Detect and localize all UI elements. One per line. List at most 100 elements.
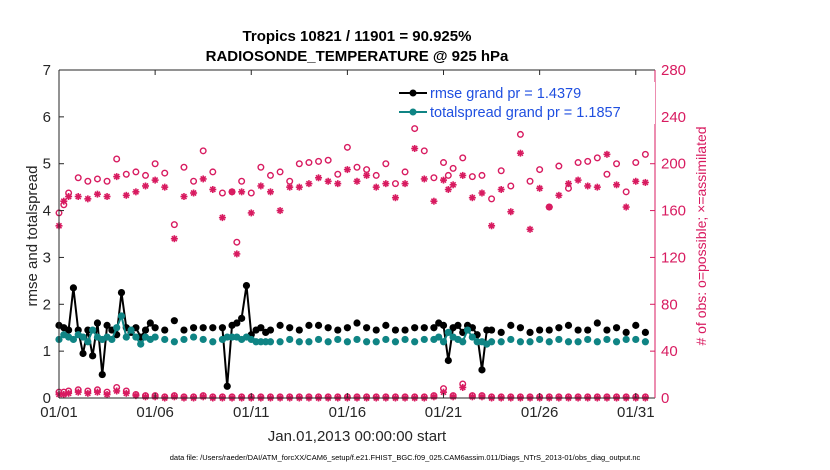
rmse-point <box>632 321 640 329</box>
x-tick-label: 01/11 <box>233 404 269 421</box>
rmse-point <box>276 321 284 329</box>
asterisk-stroke <box>546 203 553 211</box>
obs-possible-point <box>247 189 255 197</box>
obs-assimilated-point <box>632 177 640 185</box>
asterisk-stroke <box>200 175 207 183</box>
rmse-point <box>382 321 390 329</box>
rmse-point <box>612 324 621 332</box>
obs-possible-point <box>161 169 169 177</box>
rmse-point <box>487 326 496 334</box>
asterisk-stroke <box>584 182 591 190</box>
totalspread-point <box>117 312 126 320</box>
obs-possible-point <box>555 162 563 170</box>
y-axis-right-label: # of obs: o=possible; ×=assimilated <box>693 126 709 345</box>
asterisk-stroke <box>459 172 466 179</box>
x-tick-label: 01/01 <box>40 404 78 421</box>
x-tick-label: 01/21 <box>425 404 463 421</box>
obs-assimilated-point <box>315 174 323 182</box>
obs-assimilated-point <box>444 185 452 193</box>
obs-possible-point <box>324 156 332 164</box>
rmse-point <box>65 326 73 334</box>
obs-possible-point <box>444 171 452 179</box>
rmse-point <box>507 321 515 329</box>
obs-assimilated-point <box>478 189 486 197</box>
rmse-point <box>266 326 275 334</box>
rmse-point <box>411 324 419 332</box>
obs-assimilated-point <box>65 389 73 397</box>
obs-possible-point <box>151 160 159 168</box>
asterisk-stroke <box>450 181 457 188</box>
asterisk-stroke <box>603 151 611 158</box>
rmse-point <box>641 328 649 336</box>
asterisk-stroke <box>430 198 437 205</box>
asterisk-stroke <box>363 172 370 179</box>
asterisk-stroke <box>75 389 82 396</box>
obs-possible-point <box>276 168 284 176</box>
rmse-point <box>161 326 169 334</box>
asterisk-stroke <box>478 189 486 197</box>
totalspread-point <box>545 338 553 346</box>
obs-assimilated-point <box>103 390 111 398</box>
y-tick-label: 0 <box>43 390 51 407</box>
asterisk-stroke <box>440 177 447 184</box>
asterisk-stroke <box>334 180 341 187</box>
obs-possible-point <box>468 173 476 181</box>
obs-possible-point <box>536 166 544 174</box>
rmse-point <box>242 281 251 290</box>
obs-assimilated-point <box>478 393 486 401</box>
totalspread-point <box>497 338 505 346</box>
obs-assimilated-point <box>391 194 399 202</box>
obs-possible-point <box>411 125 419 133</box>
asterisk-stroke <box>123 390 130 397</box>
totalspread-point <box>266 338 275 346</box>
obs-possible-point <box>420 147 428 155</box>
asterisk-stroke <box>507 208 514 215</box>
obs-possible-point <box>199 147 207 155</box>
obs-possible-point <box>132 168 140 176</box>
axes-layer: 0 1 2 3 4 5 6 7 0 40 80 120 160 200 240 280 01/01 01/06 01… <box>40 62 686 421</box>
totalspread-point <box>108 335 116 344</box>
asterisk-stroke <box>132 188 139 195</box>
totalspread-point <box>536 335 544 344</box>
totalspread-point <box>334 335 342 344</box>
totalspread-point <box>603 335 611 344</box>
rmse-point <box>69 284 78 292</box>
rmse-point <box>545 326 553 334</box>
obs-assimilated-point <box>93 190 101 198</box>
totalspread-point <box>420 335 428 344</box>
totalspread-point <box>286 335 294 344</box>
asterisk-stroke <box>498 186 505 193</box>
totalspread-point <box>632 335 640 344</box>
asterisk-stroke <box>315 174 322 181</box>
asterisk-stroke <box>171 235 178 242</box>
obs-possible-point <box>180 163 188 171</box>
y-right-tick-label: 120 <box>661 249 686 266</box>
obs-assimilated-point <box>84 389 92 397</box>
obs-assimilated-point <box>199 393 207 401</box>
obs-assimilated-point <box>199 175 207 183</box>
obs-assimilated-point <box>132 188 140 196</box>
rmse-point <box>526 328 534 336</box>
asterisk-stroke <box>517 150 524 157</box>
obs-assimilated-point <box>430 197 438 205</box>
obs-possible-point <box>233 238 241 246</box>
y-right-tick-label: 160 <box>661 203 686 220</box>
obs-assimilated-point <box>113 173 121 181</box>
totalspread-point <box>382 335 390 344</box>
rmse-point <box>117 288 126 297</box>
obs-assimilated-point <box>372 183 380 191</box>
rmse-point <box>497 328 505 336</box>
obs-possible-point <box>353 163 361 171</box>
obs-possible-point <box>478 171 486 179</box>
totalspread-point <box>180 335 188 344</box>
totalspread-point <box>137 340 145 348</box>
rmse-point <box>363 324 371 332</box>
obs-assimilated-point <box>228 188 236 196</box>
obs-possible-point <box>113 155 121 163</box>
y-right-tick-label: 280 <box>661 62 686 79</box>
asterisk-stroke <box>401 180 409 187</box>
obs-assimilated-point <box>593 183 601 191</box>
asterisk-stroke <box>94 389 101 396</box>
obs-possible-point <box>526 177 534 185</box>
